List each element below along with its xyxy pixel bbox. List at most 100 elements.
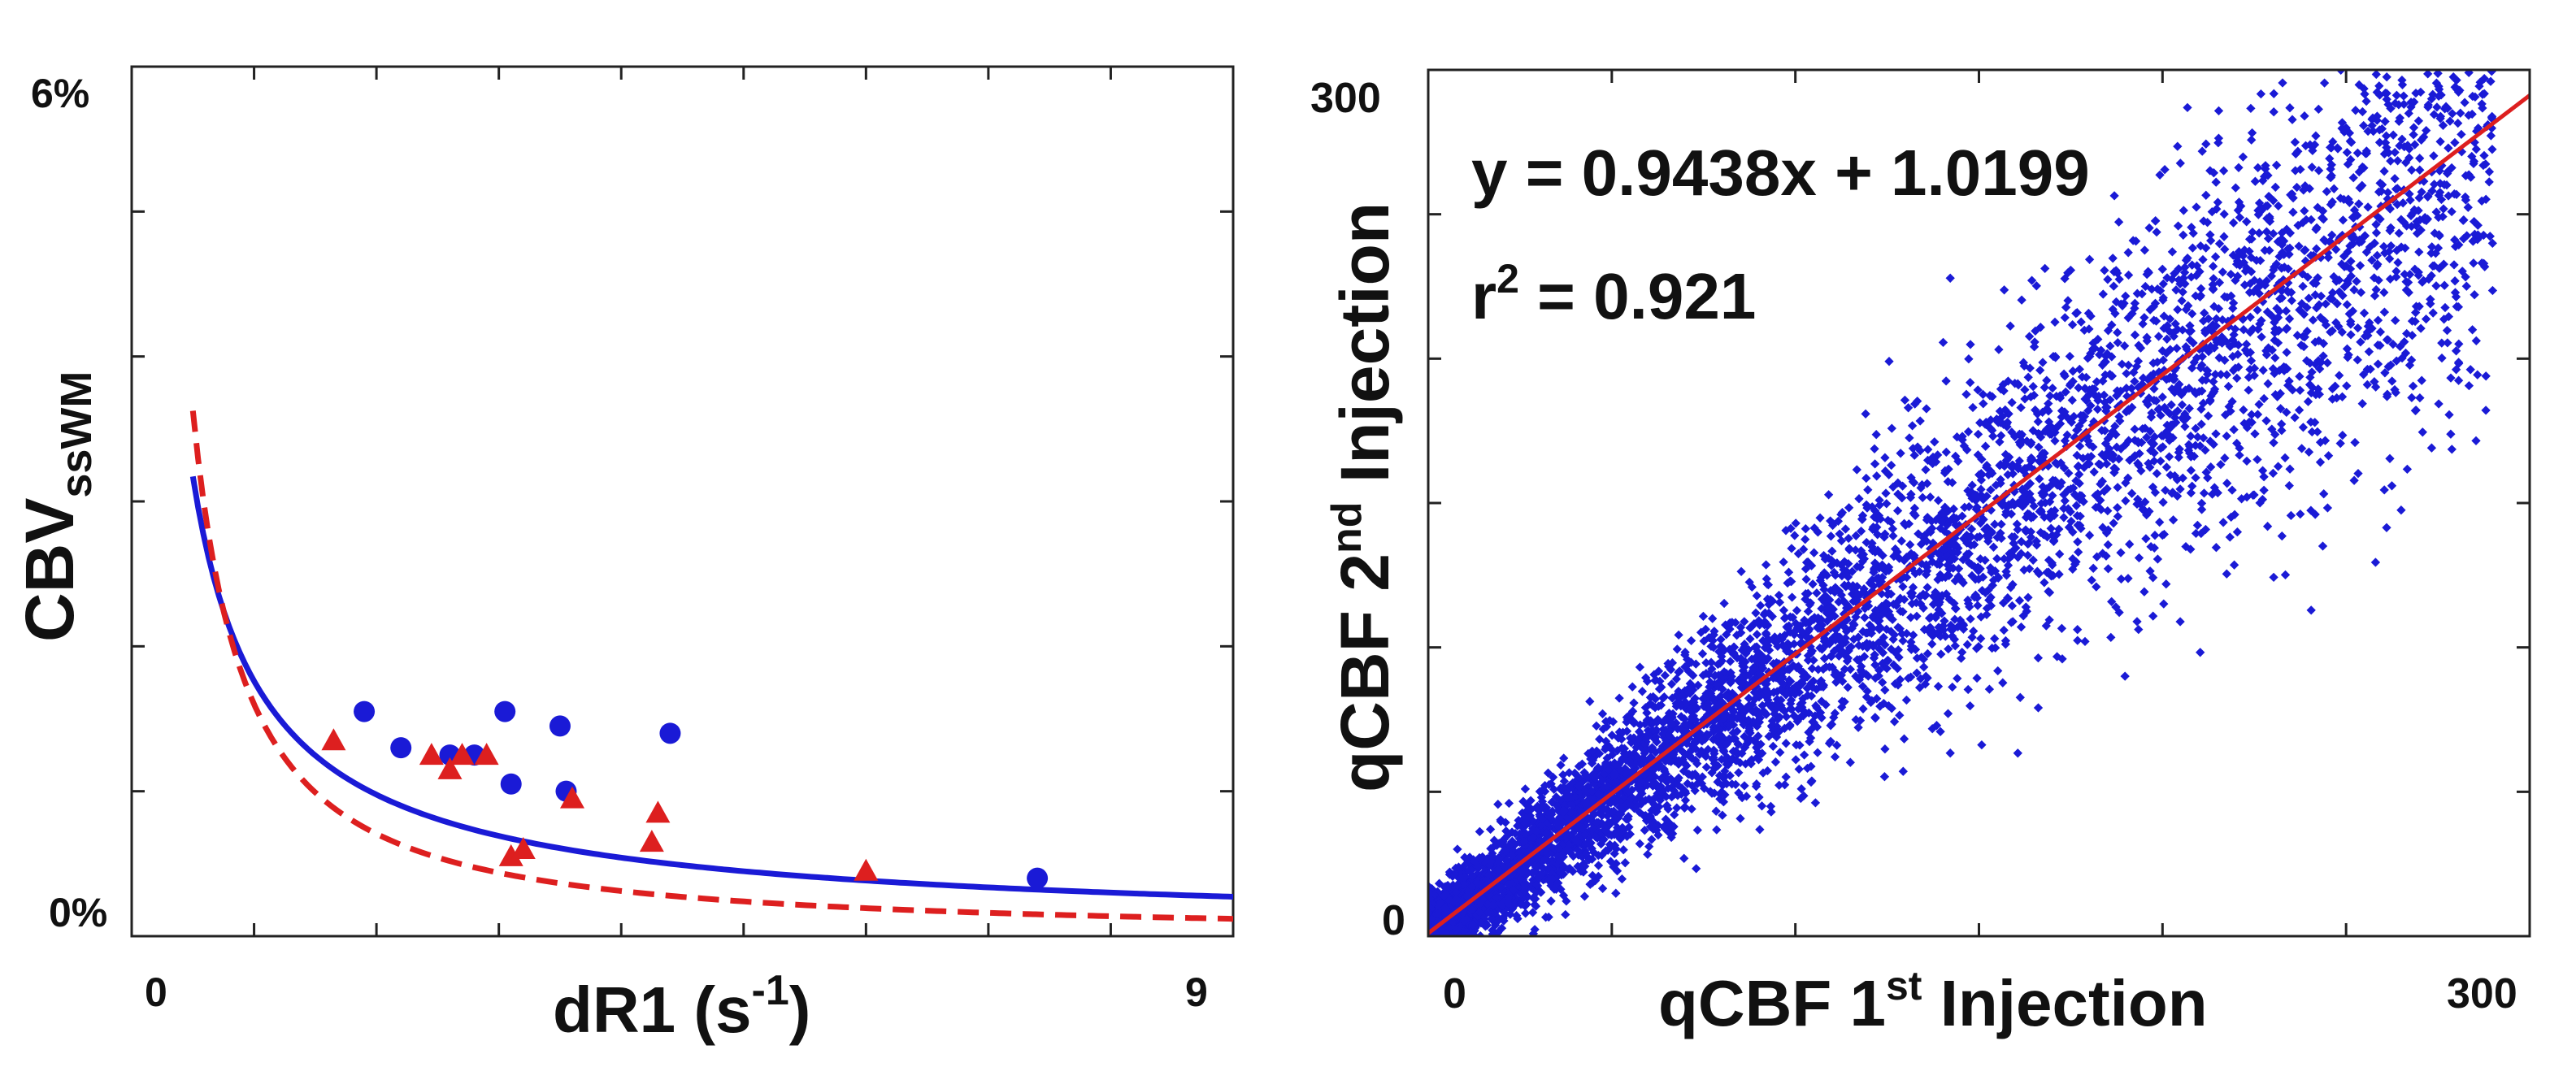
- scatter-point: [2175, 158, 2185, 168]
- scatter-point: [1593, 861, 1604, 870]
- scatter-point: [2134, 553, 2144, 563]
- scatter-point: [2161, 462, 2172, 472]
- scatter-point: [2426, 443, 2437, 453]
- scatter-point: [1844, 533, 1853, 544]
- scatter-point: [1889, 717, 1900, 727]
- scatter-point: [2282, 347, 2291, 358]
- scatter-point: [2450, 276, 2460, 286]
- scatter-point: [2123, 248, 2133, 258]
- scatter-point: [2269, 438, 2278, 448]
- scatter-point: [2067, 395, 2077, 406]
- scatter-point: [1921, 465, 1931, 475]
- left-y-label-sub: ssWM: [52, 371, 101, 498]
- scatter-point: [1810, 798, 1821, 808]
- scatter-point: [2349, 475, 2359, 485]
- scatter-point: [1579, 891, 1590, 901]
- blue-solid-fit-curve: [189, 475, 1234, 900]
- scatter-point: [2479, 150, 2489, 161]
- left-y-tick-top: 6%: [31, 71, 89, 116]
- scatter-point: [2456, 108, 2465, 118]
- scatter-point: [2294, 405, 2304, 415]
- scatter-point: [2359, 308, 2370, 318]
- scatter-point: [2253, 163, 2263, 173]
- scatter-point: [2487, 70, 2496, 76]
- scatter-point: [2089, 467, 2099, 477]
- scatter-point: [2453, 118, 2463, 128]
- scatter-point: [1708, 614, 1718, 623]
- scatter-point: [1781, 739, 1791, 748]
- scatter-point: [2285, 464, 2295, 474]
- scatter-point: [1984, 684, 1995, 694]
- scatter-point: [1941, 376, 1951, 386]
- scatter-point: [2447, 445, 2457, 454]
- scatter-point: [1973, 429, 1983, 440]
- scatter-point: [2450, 137, 2460, 148]
- scatter-point: [2402, 464, 2413, 475]
- scatter-point: [1899, 734, 1909, 744]
- scatter-point: [2023, 592, 2033, 602]
- scatter-point: [2323, 451, 2334, 461]
- scatter-point: [2117, 359, 2127, 369]
- scatter-point: [1967, 632, 1977, 642]
- scatter-point: [2100, 266, 2109, 275]
- scatter-point: [2158, 497, 2168, 507]
- scatter-point: [2040, 383, 2049, 393]
- scatter-point: [2391, 90, 2402, 100]
- left-points: [321, 700, 1049, 889]
- scatter-point: [2014, 596, 2025, 605]
- red-triangle-point: [437, 757, 463, 779]
- red-triangle-point: [498, 844, 523, 866]
- scatter-point: [1836, 536, 1847, 546]
- scatter-point: [2219, 232, 2229, 241]
- scatter-point: [2407, 165, 2417, 175]
- scatter-point: [2257, 332, 2266, 342]
- scatter-point: [2061, 302, 2071, 312]
- scatter-point: [2033, 653, 2044, 663]
- scatter-point: [1775, 780, 1784, 790]
- scatter-point: [2446, 429, 2456, 439]
- scatter-point: [1830, 752, 1840, 762]
- scatter-point: [1948, 682, 1957, 692]
- scatter-point: [2201, 190, 2211, 200]
- scatter-point: [1922, 404, 1931, 414]
- scatter-point: [2073, 462, 2083, 471]
- left-y-label-main: CBV: [11, 498, 88, 642]
- scatter-point: [2157, 264, 2167, 274]
- scatter-point: [1823, 490, 1834, 500]
- scatter-point: [2113, 327, 2122, 337]
- scatter-point: [2148, 611, 2158, 621]
- scatter-point: [2205, 436, 2215, 446]
- scatter-point: [1814, 665, 1823, 674]
- scatter-point: [1938, 337, 1948, 348]
- scatter-point: [2087, 575, 2096, 585]
- scatter-point: [2197, 146, 2207, 156]
- scatter-point: [2120, 340, 2130, 351]
- scatter-point: [2191, 473, 2200, 483]
- red-triangle-point: [450, 743, 475, 766]
- scatter-point: [2177, 400, 2187, 410]
- scatter-point: [1561, 909, 1570, 920]
- scatter-point: [1879, 772, 1890, 782]
- scatter-point: [2073, 537, 2083, 547]
- scatter-point: [1973, 601, 1983, 610]
- scatter-point: [2342, 300, 2352, 310]
- scatter-point: [1871, 430, 1881, 440]
- scatter-point: [2235, 450, 2244, 460]
- scatter-point: [2223, 381, 2234, 392]
- scatter-point: [1930, 437, 1940, 447]
- scatter-point: [1751, 608, 1761, 618]
- scatter-point: [2287, 296, 2296, 306]
- scatter-point: [2038, 358, 2048, 367]
- scatter-point: [2300, 206, 2309, 216]
- scatter-point: [2322, 503, 2333, 513]
- scatter-point: [1933, 681, 1944, 692]
- scatter-point: [2270, 353, 2280, 363]
- left-curves: [189, 410, 1234, 922]
- scatter-point: [2390, 147, 2400, 158]
- scatter-point: [1980, 441, 1991, 451]
- red-triangle-point: [419, 743, 444, 766]
- scatter-point: [1719, 598, 1729, 609]
- scatter-point: [2126, 384, 2136, 393]
- scatter-point: [2445, 116, 2455, 126]
- scatter-point: [1996, 431, 2006, 440]
